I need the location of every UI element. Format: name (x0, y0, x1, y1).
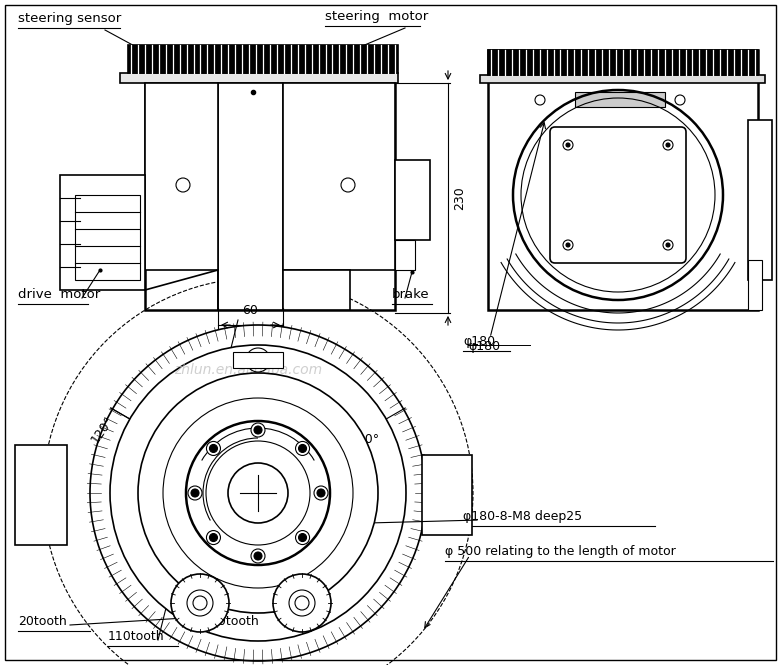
Bar (488, 50, 758, 75)
Circle shape (566, 243, 570, 247)
Circle shape (666, 143, 670, 147)
Circle shape (563, 240, 573, 250)
Circle shape (206, 441, 310, 545)
Bar (218, 83, 283, 310)
Circle shape (191, 489, 199, 497)
Bar (145, 83, 218, 270)
Bar (748, 120, 772, 280)
Circle shape (251, 423, 265, 437)
Text: zhlun.en.alibaba.com: zhlun.en.alibaba.com (174, 363, 322, 377)
Circle shape (171, 574, 229, 632)
Bar (748, 260, 762, 310)
Bar (128, 45, 398, 73)
Bar (283, 270, 350, 310)
Circle shape (273, 574, 331, 632)
Circle shape (317, 489, 325, 497)
Text: φ 500 relating to the length of motor: φ 500 relating to the length of motor (445, 545, 676, 558)
Circle shape (187, 590, 213, 616)
Bar (422, 455, 472, 535)
Text: φ180: φ180 (468, 340, 500, 353)
Circle shape (314, 486, 328, 500)
Circle shape (186, 421, 330, 565)
Circle shape (138, 373, 378, 613)
Circle shape (298, 533, 307, 541)
Bar (283, 83, 395, 270)
Bar (488, 50, 758, 310)
Text: ****: **** (612, 142, 625, 148)
Circle shape (289, 590, 315, 616)
Circle shape (254, 552, 262, 560)
Circle shape (566, 143, 570, 147)
Text: 230: 230 (453, 186, 466, 210)
Text: 120°: 120° (350, 433, 380, 446)
Circle shape (228, 463, 288, 523)
Circle shape (110, 345, 406, 641)
Circle shape (251, 549, 265, 563)
Bar (145, 83, 395, 310)
Circle shape (295, 596, 309, 610)
Circle shape (163, 398, 353, 588)
Circle shape (209, 444, 217, 452)
Bar (60, 175, 145, 290)
Circle shape (193, 596, 207, 610)
Bar (395, 240, 415, 270)
Circle shape (209, 533, 217, 541)
Text: φ180: φ180 (463, 335, 495, 348)
Text: 20tooth: 20tooth (18, 615, 66, 628)
Circle shape (90, 325, 426, 661)
Circle shape (254, 426, 262, 434)
Circle shape (298, 444, 307, 452)
Circle shape (663, 240, 673, 250)
Text: steering  motor: steering motor (325, 10, 428, 23)
Text: 60: 60 (243, 304, 259, 317)
Circle shape (206, 442, 220, 456)
Bar (480, 75, 765, 83)
Circle shape (663, 140, 673, 150)
Circle shape (563, 140, 573, 150)
Bar (15, 445, 67, 545)
Bar (575, 92, 665, 107)
Text: brake: brake (392, 288, 430, 301)
Bar (75, 195, 140, 280)
Circle shape (206, 531, 220, 545)
Text: φ180-8-M8 deep25: φ180-8-M8 deep25 (463, 510, 582, 523)
Text: 20tooth: 20tooth (210, 615, 259, 628)
Circle shape (295, 531, 309, 545)
Circle shape (666, 243, 670, 247)
Bar (120, 73, 398, 83)
Circle shape (188, 486, 202, 500)
Text: 110tooth: 110tooth (108, 630, 165, 643)
FancyBboxPatch shape (550, 127, 686, 263)
Text: steering sensor: steering sensor (18, 12, 121, 25)
Text: drive  motor: drive motor (18, 288, 100, 301)
Bar (233, 352, 283, 368)
Text: 120°: 120° (88, 414, 116, 446)
Bar (395, 160, 430, 240)
Circle shape (295, 442, 309, 456)
